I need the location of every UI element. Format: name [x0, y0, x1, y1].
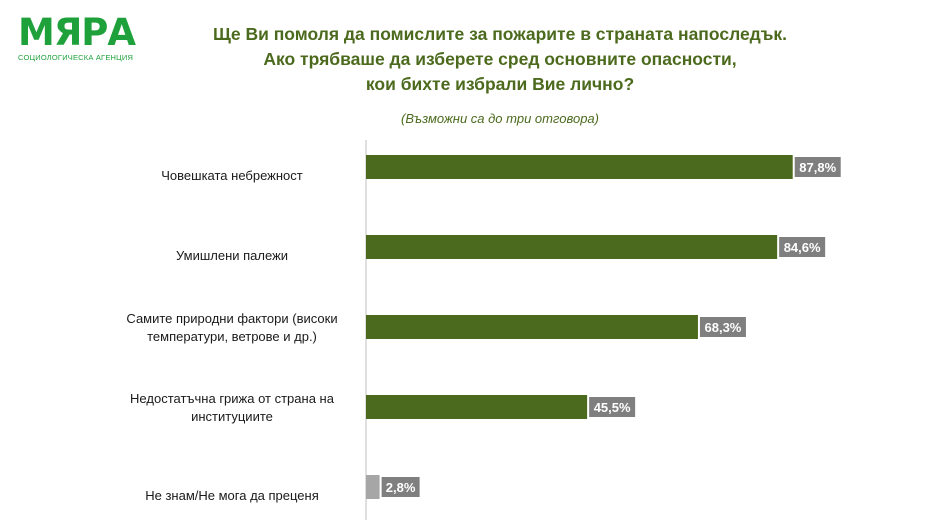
value-label-box-4 [589, 397, 636, 417]
chart-title: Ще Ви помоля да помислите за пожарите в … [160, 22, 840, 97]
logo-tagline: СОЦИОЛОГИЧЕСКА АГЕНЦИЯ [18, 53, 134, 62]
category-label-2: Умишлени палежи [176, 248, 288, 263]
value-label-3: 68,3% [705, 320, 742, 335]
bar-4 [366, 395, 588, 419]
logo-wordmark: МЯРА [18, 11, 136, 54]
category-label-3-line-1: Самите природни фактори (високи [126, 311, 337, 326]
value-label-box-1 [794, 157, 841, 177]
category-label-4-line-2: институциите [191, 409, 273, 424]
chart-title-line-1: Ще Ви помоля да помислите за пожарите в … [213, 24, 787, 44]
value-label-5: 2,8% [386, 480, 416, 495]
category-label-4-line-1: Недостатъчна грижа от страна на [130, 391, 335, 406]
chart-title-line-3: кои бихте избрали Вие лично? [365, 74, 635, 94]
bar-1 [366, 155, 793, 179]
value-label-box-5 [381, 477, 420, 497]
category-label-5: Не знам/Не мога да преценя [145, 488, 319, 503]
logo: МЯРА СОЦИОЛОГИЧЕСКА АГЕНЦИЯ [18, 11, 143, 63]
value-label-box-2 [779, 237, 826, 257]
value-label-2: 84,6% [784, 240, 821, 255]
chart-subtitle: (Възможни са до три отговора) [401, 111, 599, 126]
value-label-1: 87,8% [799, 160, 836, 175]
category-label-1: Човешката небрежност [161, 168, 303, 183]
category-label-3-line-2: температури, ветрове и др.) [147, 329, 317, 344]
chart-title-line-2: Ако трябваше да изберете сред основните … [263, 49, 737, 69]
value-label-box-3 [699, 317, 746, 337]
bar-2 [366, 235, 778, 259]
value-label-4: 45,5% [594, 400, 631, 415]
bar-5 [366, 475, 380, 499]
bar-3 [366, 315, 698, 339]
